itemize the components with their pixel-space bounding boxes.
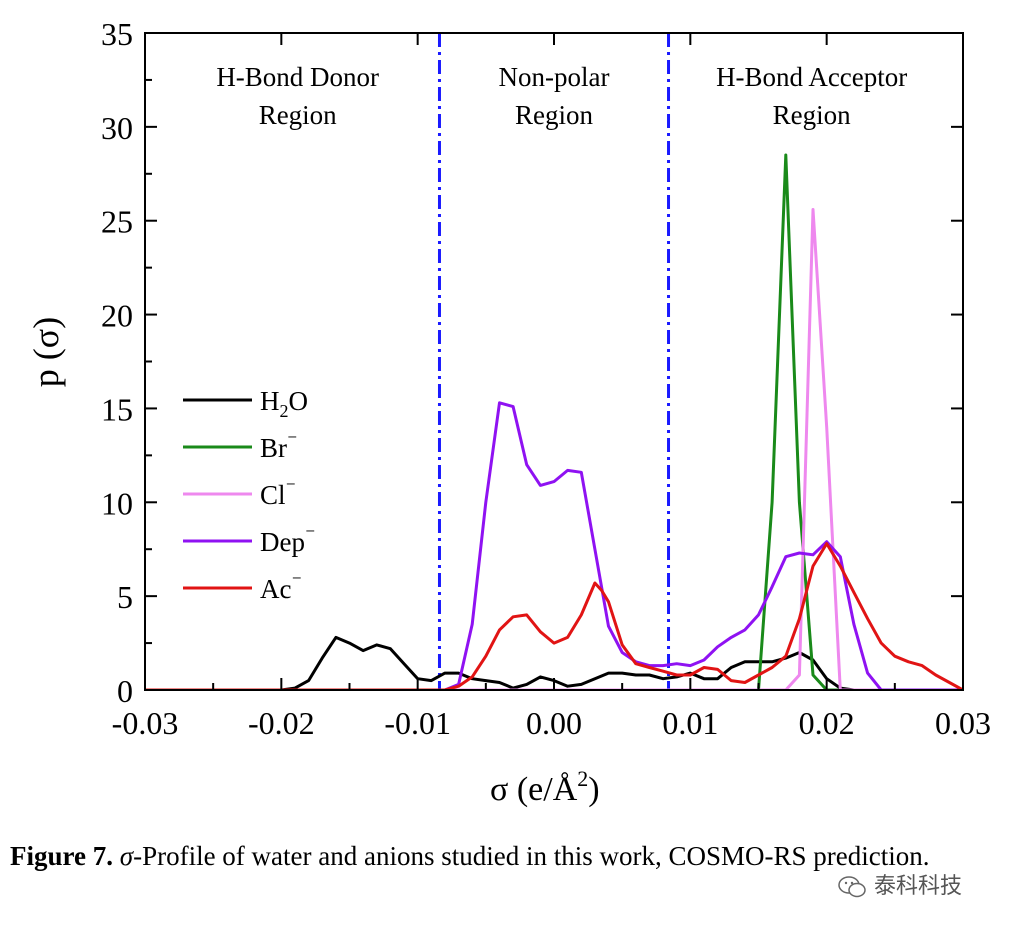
y-tick-label: 35 (101, 16, 133, 52)
y-tick-label: 10 (101, 485, 133, 521)
series-line-ac (145, 542, 963, 690)
x-tick-label: 0.01 (662, 705, 718, 741)
axis-ticks: -0.03 -0.02 -0.01 0.00 0.01 0.02 0.03 0 5 10 15 20 2… (101, 16, 991, 741)
y-tick-label: 30 (101, 110, 133, 146)
y-tick-label: 20 (101, 298, 133, 334)
x-tick-label: -0.01 (384, 705, 451, 741)
wechat-icon (838, 876, 866, 898)
region-label-line1: H-Bond Acceptor (716, 62, 907, 92)
series-line-cl (145, 208, 963, 690)
legend: H2O Br⁻ Cl⁻ Dep⁻ Ac⁻ (183, 386, 316, 604)
sigma-profile-chart: -0.03 -0.02 -0.01 0.00 0.01 0.02 0.03 0 5 10 15 20 2… (26, 16, 991, 808)
region-lines (437, 33, 671, 690)
x-tick-label: -0.03 (112, 705, 179, 741)
legend-label-dep: Dep⁻ (260, 524, 316, 557)
legend-label-br: Br⁻ (260, 430, 298, 463)
caption-label: Figure 7. (10, 841, 113, 871)
region-label-line2: Region (773, 100, 851, 130)
region-label-line2: Region (515, 100, 593, 130)
x-tick-label: 0.02 (799, 705, 855, 741)
legend-label-ac: Ac⁻ (260, 571, 302, 604)
legend-label-cl: Cl⁻ (260, 477, 296, 510)
watermark: 泰科科技 (838, 868, 962, 900)
region-label-line2: Region (259, 100, 337, 130)
figure-caption: Figure 7. σ-Profile of water and anions … (10, 838, 1005, 875)
legend-label-h: H2O (260, 386, 308, 421)
x-tick-label: -0.02 (248, 705, 315, 741)
series-line-dep (145, 401, 963, 690)
x-tick-label: 0.00 (526, 705, 582, 741)
y-axis-label: p (σ) (26, 317, 66, 387)
x-tick-label: 0.03 (935, 705, 991, 741)
y-tick-label: 5 (117, 579, 133, 615)
region-label-line1: H-Bond Donor (216, 62, 379, 92)
y-tick-label: 0 (117, 673, 133, 709)
y-tick-label: 25 (101, 204, 133, 240)
series-lines (145, 153, 963, 690)
watermark-text: 泰科科技 (874, 874, 963, 899)
region-label-line1: Non-polar (499, 62, 610, 92)
caption-sigma: σ (119, 841, 134, 871)
y-tick-label: 15 (101, 391, 133, 427)
x-axis-label: σ (e/Å2) (490, 766, 600, 808)
region-labels: H-Bond Donor Region Non-polar Region H-Bond … (216, 62, 907, 130)
caption-text: -Profile of water and anions studied in … (133, 841, 930, 871)
series-line-br (145, 153, 963, 690)
